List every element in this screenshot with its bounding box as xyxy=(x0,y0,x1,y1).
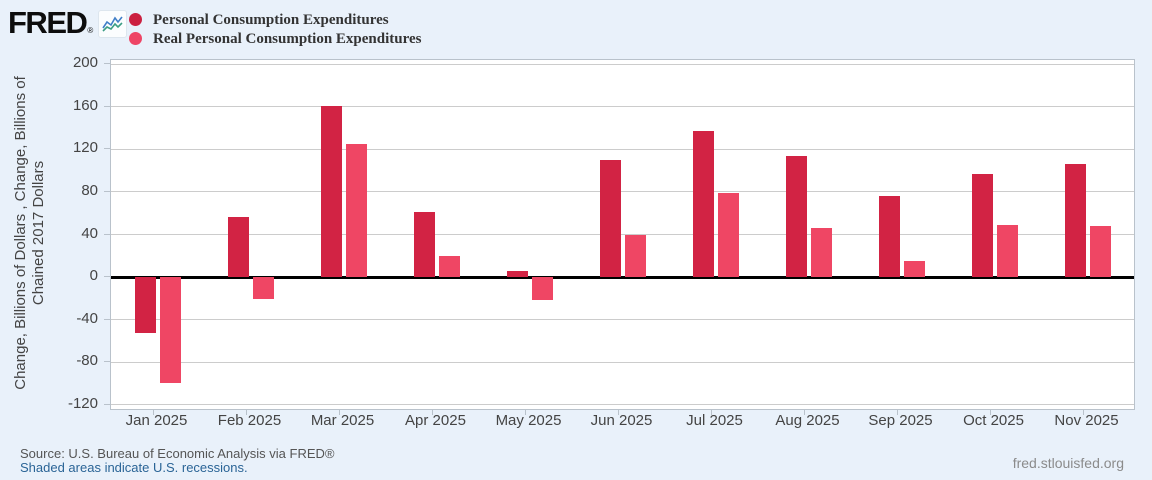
bar-pce[interactable] xyxy=(320,105,342,278)
bar-real-pce[interactable] xyxy=(1089,225,1111,278)
y-tick-mark xyxy=(104,148,110,150)
x-tick-mark xyxy=(245,410,247,415)
x-tick-mark xyxy=(803,410,805,415)
y-tick-mark xyxy=(104,190,110,192)
gridline xyxy=(111,404,1134,406)
x-tick-mark xyxy=(989,410,991,415)
bar-real-pce[interactable] xyxy=(345,144,367,278)
y-tick-mark xyxy=(104,63,110,65)
x-tick-mark xyxy=(152,410,154,415)
bar-pce[interactable] xyxy=(599,160,621,278)
x-tick-mark xyxy=(617,410,619,415)
bar-pce[interactable] xyxy=(785,155,807,278)
y-tick-label: 200 xyxy=(72,54,98,72)
bar-pce[interactable] xyxy=(134,277,156,334)
y-tick-mark xyxy=(104,361,110,363)
gridline xyxy=(111,63,1134,65)
zero-line xyxy=(111,275,1134,279)
x-tick-label: Feb 2025 xyxy=(217,412,282,429)
bar-real-pce[interactable] xyxy=(996,224,1018,278)
gridline xyxy=(111,234,1134,235)
x-tick-label: Jan 2025 xyxy=(125,412,188,429)
x-tick-label: Jun 2025 xyxy=(590,412,653,429)
y-tick-label: -40 xyxy=(76,309,98,327)
x-tick-mark xyxy=(524,410,526,415)
legend-label-real-pce: Real Personal Consumption Expenditures xyxy=(153,30,422,47)
y-tick-label: 0 xyxy=(89,267,98,285)
x-tick-label: May 2025 xyxy=(495,412,562,429)
bar-real-pce[interactable] xyxy=(438,255,460,278)
bar-real-pce[interactable] xyxy=(531,277,553,301)
bar-real-pce[interactable] xyxy=(252,277,274,300)
y-tick-label: 160 xyxy=(72,96,98,114)
bar-pce[interactable] xyxy=(878,196,900,278)
x-tick-mark xyxy=(710,410,712,415)
x-tick-mark xyxy=(896,410,898,415)
y-tick-mark xyxy=(104,105,110,107)
bar-pce[interactable] xyxy=(1064,164,1086,278)
y-axis-title-line2: Chained 2017 Dollars xyxy=(30,160,47,306)
x-tick-label: Aug 2025 xyxy=(775,412,840,429)
x-tick-label: Apr 2025 xyxy=(405,412,466,429)
bar-pce[interactable] xyxy=(692,131,714,278)
gridline xyxy=(111,191,1134,193)
legend-dot-pce-icon xyxy=(129,13,142,26)
x-tick-mark xyxy=(431,410,433,415)
legend-label-pce: Personal Consumption Expenditures xyxy=(153,11,389,28)
x-tick-label: Oct 2025 xyxy=(963,412,1024,429)
y-axis-title: Change, Billions of Dollars , Change, Bi… xyxy=(12,23,48,443)
y-tick-mark xyxy=(104,318,110,320)
source-note: Source: U.S. Bureau of Economic Analysis… xyxy=(20,446,335,461)
y-axis-title-line1: Change, Billions of Dollars , Change, Bi… xyxy=(12,76,29,390)
gridline xyxy=(111,106,1134,108)
legend-dot-real-pce-icon xyxy=(129,32,142,45)
bar-real-pce[interactable] xyxy=(624,234,646,278)
recession-note-link[interactable]: Shaded areas indicate U.S. recessions. xyxy=(20,460,248,475)
x-tick-label: Sep 2025 xyxy=(868,412,933,429)
bar-real-pce[interactable] xyxy=(159,277,181,384)
gridline xyxy=(111,319,1134,321)
x-tick-mark xyxy=(338,410,340,415)
legend-item-pce[interactable]: Personal Consumption Expenditures xyxy=(129,11,422,28)
gridline xyxy=(111,148,1134,150)
bar-pce[interactable] xyxy=(971,173,993,278)
gridline xyxy=(111,361,1134,363)
fred-logo-text: FRED xyxy=(8,5,88,40)
bar-real-pce[interactable] xyxy=(810,228,832,278)
y-tick-label: -120 xyxy=(67,394,98,412)
fred-sparkline-icon xyxy=(98,10,128,38)
y-tick-label: 40 xyxy=(81,224,98,242)
y-tick-mark xyxy=(104,403,110,405)
y-tick-label: 120 xyxy=(72,139,98,157)
y-tick-mark xyxy=(104,233,110,235)
fred-logo[interactable]: FRED ® xyxy=(8,5,128,40)
x-tick-mark xyxy=(1082,410,1084,415)
plot-area[interactable] xyxy=(110,59,1135,410)
y-tick-mark xyxy=(104,276,110,278)
bar-pce[interactable] xyxy=(506,270,528,278)
fred-site-link[interactable]: fred.stlouisfed.org xyxy=(1012,455,1124,471)
chart-legend: Personal Consumption Expenditures Real P… xyxy=(129,11,422,49)
x-tick-label: Nov 2025 xyxy=(1054,412,1119,429)
fred-logo-registered-mark: ® xyxy=(87,26,94,35)
legend-item-real-pce[interactable]: Real Personal Consumption Expenditures xyxy=(129,30,422,47)
y-tick-label: 80 xyxy=(81,181,98,199)
bar-real-pce[interactable] xyxy=(903,261,925,278)
x-tick-label: Jul 2025 xyxy=(686,412,743,429)
bar-pce[interactable] xyxy=(413,212,435,278)
bar-pce[interactable] xyxy=(227,217,249,278)
x-tick-label: Mar 2025 xyxy=(310,412,375,429)
y-tick-label: -80 xyxy=(76,352,98,370)
bar-real-pce[interactable] xyxy=(717,193,739,278)
